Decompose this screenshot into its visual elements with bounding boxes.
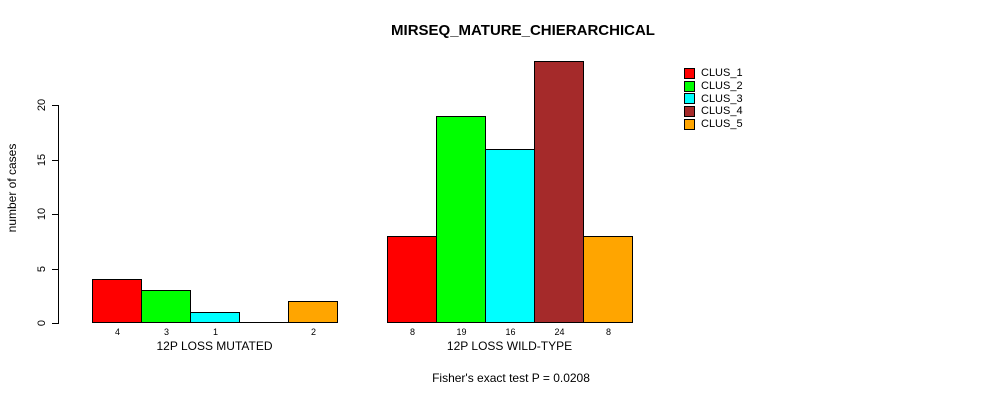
legend-label-clus2: CLUS_2 — [701, 80, 743, 93]
bar-count-label: 3 — [163, 327, 169, 337]
y-axis-tick — [52, 105, 59, 106]
bar-clus_2 — [436, 116, 486, 323]
bar-count-label: 1 — [212, 327, 218, 337]
legend-label-clus3: CLUS_3 — [701, 92, 743, 105]
legend-swatch-clus2 — [684, 80, 695, 92]
y-axis-tick-label: 10 — [36, 207, 48, 221]
chart-title: MIRSEQ_MATURE_CHIERARCHICAL — [391, 22, 655, 39]
bar-count-label: 19 — [456, 327, 467, 337]
bar-count-label: 24 — [554, 327, 565, 337]
legend-label-clus4: CLUS_4 — [701, 105, 743, 118]
legend-swatch-clus3 — [684, 93, 695, 105]
bar-clus_4 — [534, 61, 584, 323]
y-axis-tick — [52, 160, 59, 161]
legend-item: CLUS_5 — [684, 118, 743, 131]
y-axis-tick-label: 20 — [36, 98, 48, 112]
y-axis-label: number of cases — [5, 143, 19, 233]
bar-clus_3 — [485, 149, 535, 323]
bar-clus_1 — [387, 236, 437, 323]
y-axis-tick-label: 5 — [36, 265, 48, 273]
bar-clus_3 — [190, 312, 240, 323]
bar-count-label: 16 — [505, 327, 516, 337]
bar-count-label: 2 — [310, 327, 316, 337]
y-axis-tick-label: 0 — [36, 319, 48, 327]
bar-clus_5 — [288, 301, 338, 323]
legend-swatch-clus5 — [684, 118, 695, 130]
y-axis-tick — [52, 269, 59, 270]
bar-count-label: 8 — [409, 327, 415, 337]
fisher-test-annotation: Fisher's exact test P = 0.0208 — [432, 371, 590, 385]
legend-swatch-clus1 — [684, 67, 695, 79]
bar-clus_2 — [141, 290, 191, 323]
legend-label-clus1: CLUS_1 — [701, 67, 743, 80]
legend-label-clus5: CLUS_5 — [701, 118, 743, 131]
group-axis-label: 12P LOSS WILD-TYPE — [446, 339, 573, 353]
y-axis-tick-label: 15 — [36, 153, 48, 167]
zero-height-bar-clus_4 — [239, 322, 289, 323]
legend-swatch-clus4 — [684, 105, 695, 117]
group-axis-label: 12P LOSS MUTATED — [156, 339, 273, 353]
legend-item: CLUS_1 — [684, 67, 743, 80]
legend-item: CLUS_3 — [684, 92, 743, 105]
bar-clus_5 — [583, 236, 633, 323]
bar-count-label: 4 — [114, 327, 120, 337]
bar-clus_1 — [92, 279, 142, 323]
legend-item: CLUS_2 — [684, 80, 743, 93]
y-axis-tick — [52, 323, 59, 324]
bar-count-label: 8 — [605, 327, 611, 337]
y-axis-tick — [52, 214, 59, 215]
legend: CLUS_1 CLUS_2 CLUS_3 CLUS_4 CLUS_5 — [684, 67, 743, 130]
legend-item: CLUS_4 — [684, 105, 743, 118]
